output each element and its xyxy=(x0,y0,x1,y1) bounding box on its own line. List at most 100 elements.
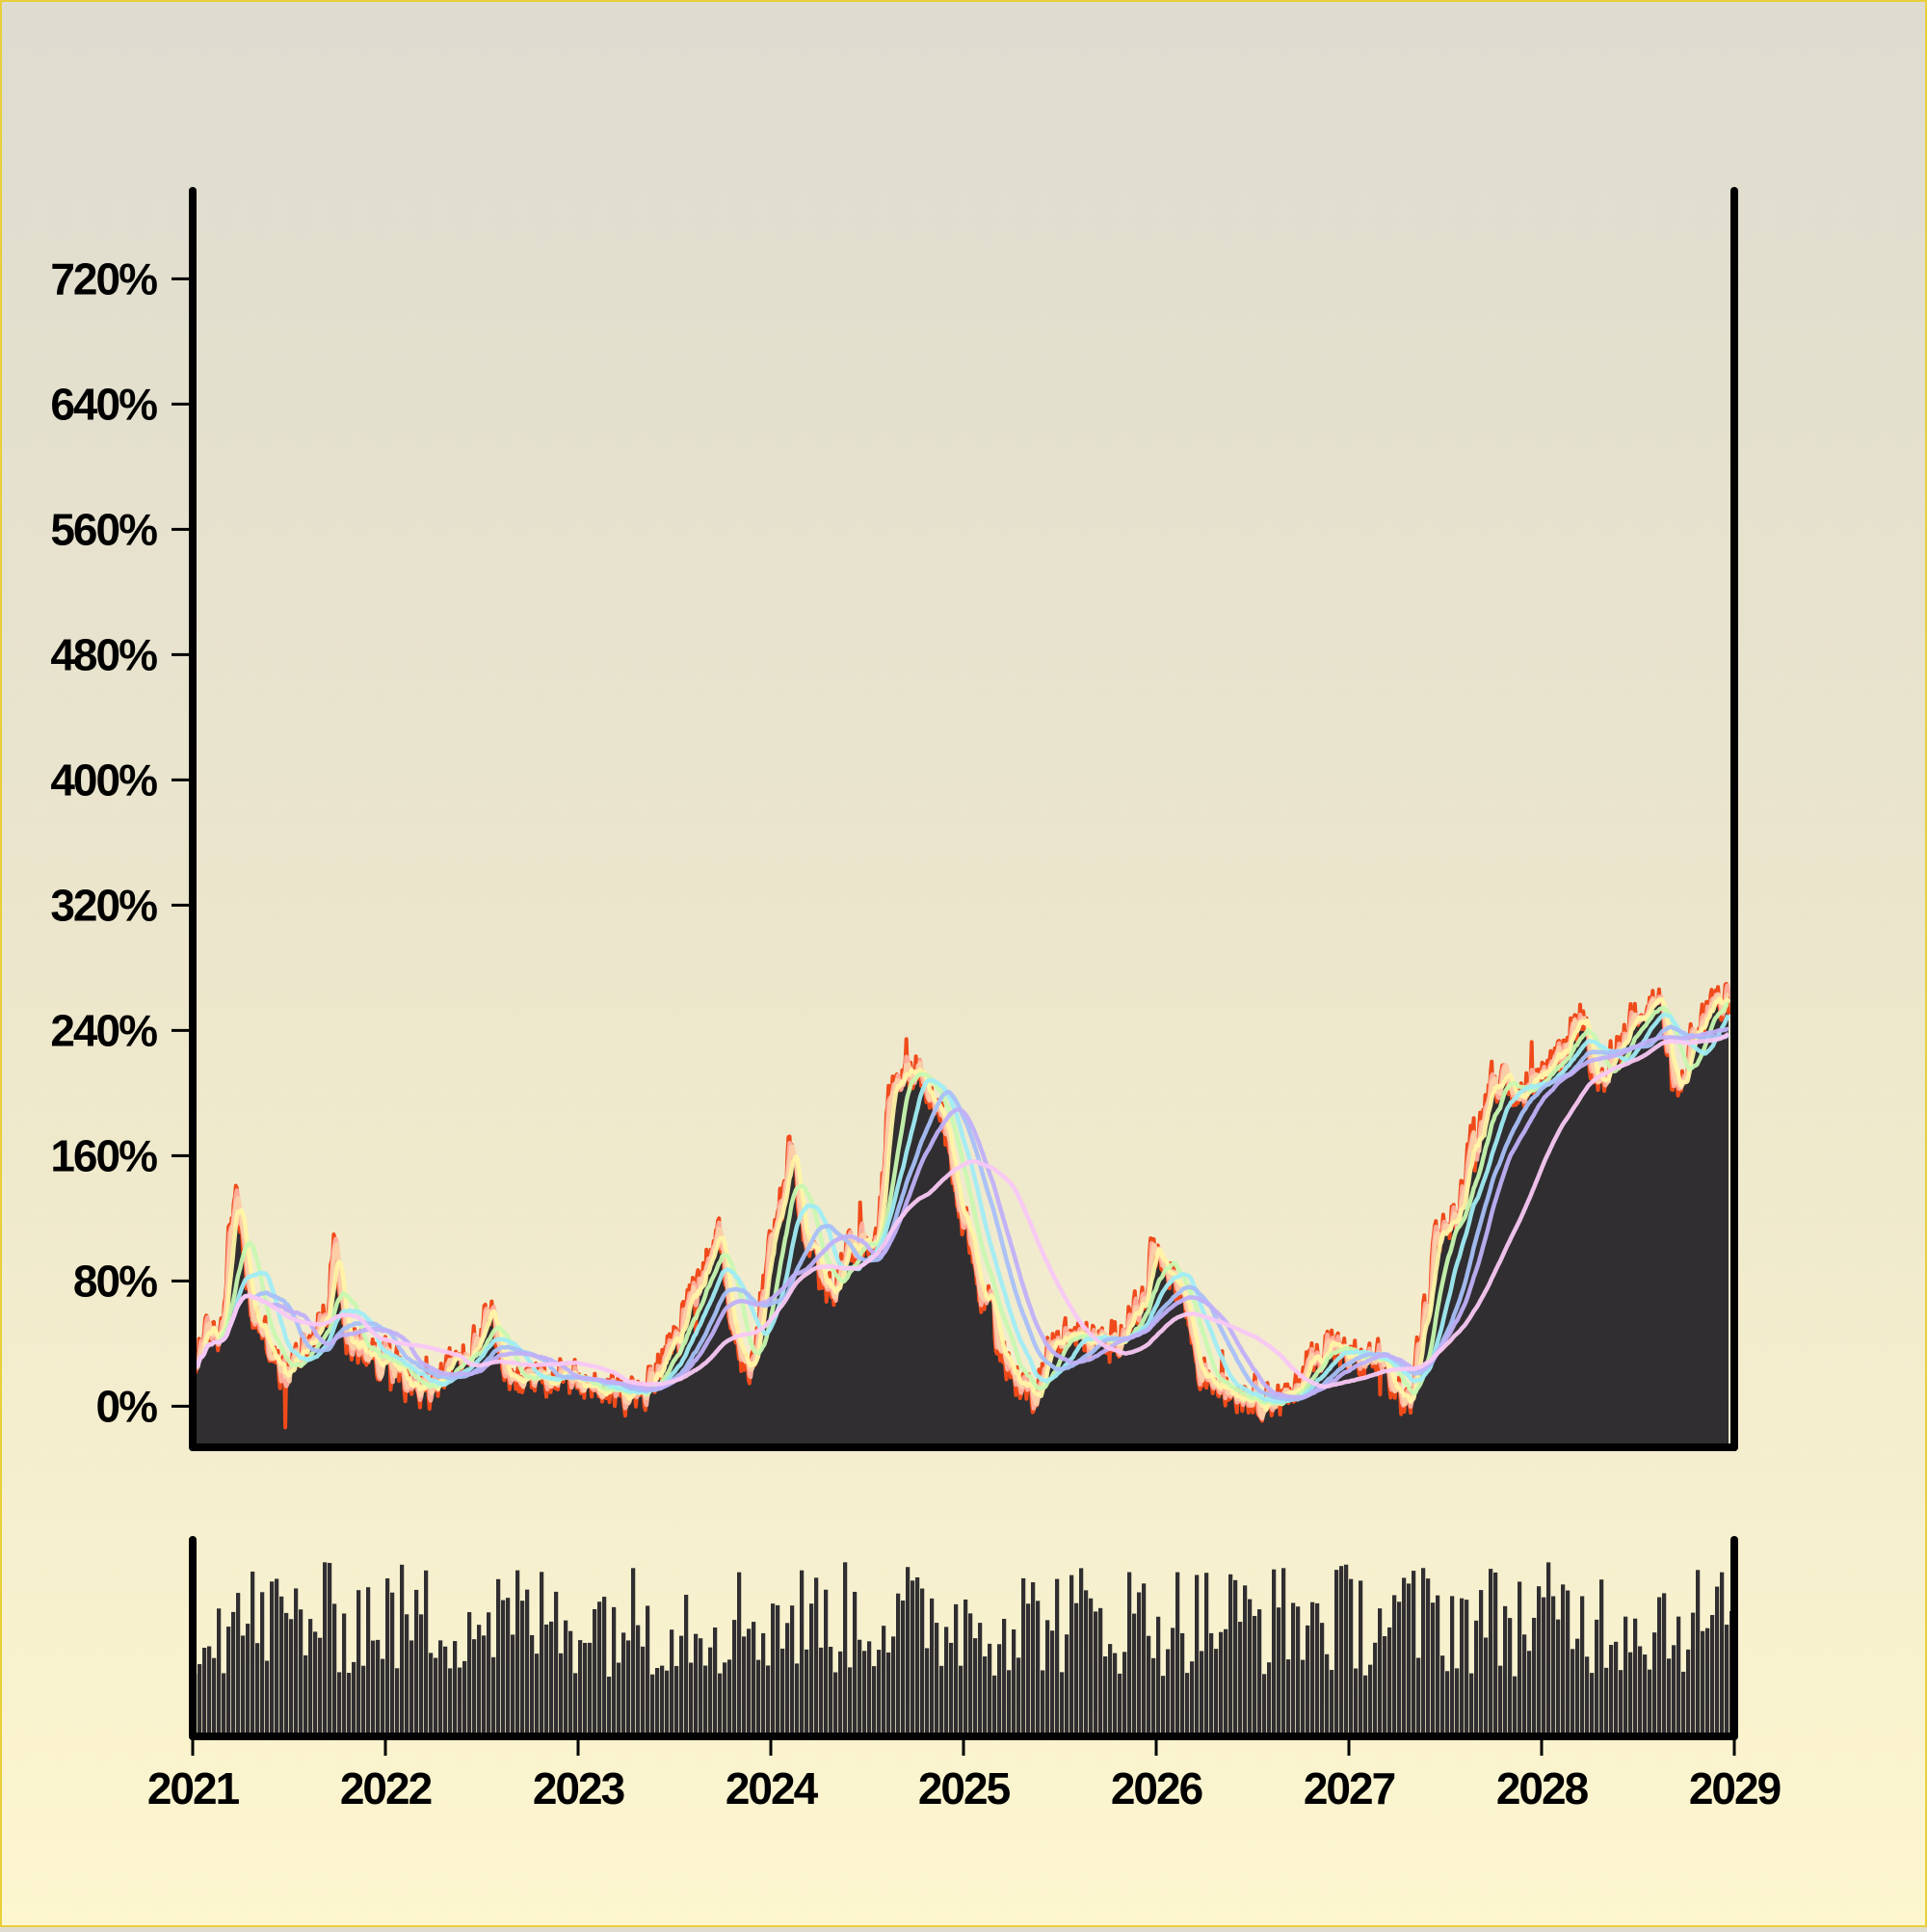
volume-bar xyxy=(819,1647,824,1734)
volume-bar xyxy=(482,1635,487,1734)
volume-bar xyxy=(1127,1572,1132,1734)
volume-bar xyxy=(347,1673,352,1734)
volume-bar xyxy=(1045,1620,1050,1734)
volume-bar xyxy=(1474,1620,1479,1734)
volume-bar xyxy=(1595,1619,1599,1734)
volume-bar xyxy=(1074,1602,1079,1734)
volume-bar xyxy=(785,1623,790,1734)
volume-bar xyxy=(241,1635,246,1734)
volume-bar xyxy=(1431,1602,1436,1734)
volume-bar xyxy=(405,1614,409,1734)
volume-bar xyxy=(1098,1607,1103,1734)
volume-bar xyxy=(390,1592,395,1734)
volume-bar xyxy=(1132,1613,1137,1734)
volume-bar xyxy=(1175,1572,1180,1734)
volume-bar xyxy=(323,1562,328,1734)
volume-bar xyxy=(520,1601,525,1734)
volume-bar xyxy=(636,1625,641,1734)
volume-bar xyxy=(544,1624,549,1734)
x-tick-label: 2021 xyxy=(147,1763,240,1813)
volume-bar xyxy=(1060,1672,1065,1734)
volume-bar xyxy=(1007,1670,1012,1734)
y-tick-label: 480% xyxy=(50,629,157,679)
volume-bar xyxy=(1306,1625,1310,1734)
volume-bar xyxy=(356,1590,361,1734)
y-tick-label: 80% xyxy=(73,1256,157,1306)
volume-bar xyxy=(891,1636,896,1734)
volume-bar xyxy=(1715,1586,1720,1734)
volume-bar xyxy=(1325,1654,1330,1734)
volume-bar xyxy=(289,1619,294,1734)
volume-bar xyxy=(1113,1653,1118,1734)
volume-bar xyxy=(1224,1628,1228,1734)
volume-bar xyxy=(1580,1596,1585,1734)
volume-bar xyxy=(1281,1568,1286,1734)
volume-bar xyxy=(1108,1644,1113,1734)
volume-bar xyxy=(1118,1673,1122,1734)
volume-bar xyxy=(419,1614,424,1734)
volume-bar xyxy=(597,1601,602,1734)
volume-bar xyxy=(1055,1578,1060,1734)
volume-bar xyxy=(626,1640,631,1734)
volume-bar xyxy=(1657,1597,1662,1734)
volume-bar xyxy=(824,1589,829,1734)
volume-bar xyxy=(684,1595,689,1734)
volume-bar xyxy=(877,1650,882,1734)
volume-bar xyxy=(1286,1659,1291,1734)
volume-bar xyxy=(342,1613,347,1734)
volume-bar xyxy=(1440,1655,1445,1734)
volume-bar xyxy=(761,1632,766,1734)
volume-bars xyxy=(193,1562,1734,1734)
volume-bar xyxy=(944,1627,949,1734)
volume-bar xyxy=(525,1589,530,1734)
volume-bar xyxy=(1725,1625,1729,1734)
volume-bar xyxy=(1691,1612,1696,1734)
volume-bar xyxy=(448,1668,453,1734)
volume-bar xyxy=(1387,1627,1392,1734)
volume-bar xyxy=(1638,1646,1643,1734)
volume-bar xyxy=(501,1600,506,1734)
volume-bar xyxy=(612,1606,617,1734)
volume-bar xyxy=(756,1659,761,1734)
volume-bar xyxy=(1705,1628,1710,1734)
volume-bar xyxy=(1619,1670,1623,1734)
volume-bar xyxy=(1542,1597,1546,1734)
volume-bar xyxy=(453,1641,458,1734)
volume-bar xyxy=(1036,1601,1041,1734)
volume-bar xyxy=(920,1588,925,1734)
y-tick-label: 640% xyxy=(50,379,157,429)
volume-bar xyxy=(1518,1581,1522,1734)
volume-bar xyxy=(1561,1584,1566,1734)
volume-bar xyxy=(1720,1572,1725,1734)
volume-bar xyxy=(1190,1661,1195,1734)
volume-bar xyxy=(646,1605,650,1734)
volume-bar xyxy=(679,1635,684,1734)
y-tick-label: 400% xyxy=(50,754,157,805)
y-tick-label: 240% xyxy=(50,1005,157,1055)
volume-bar xyxy=(886,1652,891,1734)
volume-bar xyxy=(607,1676,612,1734)
moving-average-line xyxy=(193,996,1731,1413)
volume-bar xyxy=(1272,1569,1277,1734)
volume-bar xyxy=(1094,1611,1098,1734)
volume-bar xyxy=(1571,1649,1575,1734)
volume-bar xyxy=(1228,1574,1233,1734)
volume-bar xyxy=(1513,1676,1518,1734)
volume-bar xyxy=(732,1620,737,1734)
volume-bar xyxy=(1508,1618,1513,1734)
volume-bar xyxy=(1315,1602,1320,1734)
volume-bar xyxy=(1291,1602,1296,1734)
volume-bar xyxy=(617,1662,621,1734)
volume-bar xyxy=(506,1598,511,1734)
x-tick-label: 2022 xyxy=(340,1763,432,1813)
volume-bar xyxy=(708,1647,713,1734)
volume-bar xyxy=(848,1667,853,1734)
volume-bar xyxy=(1147,1635,1151,1734)
volume-bar xyxy=(255,1643,260,1734)
x-tick-label: 2029 xyxy=(1689,1763,1781,1813)
volume-bar xyxy=(1667,1658,1672,1734)
volume-bar xyxy=(1363,1675,1368,1734)
volume-bar xyxy=(858,1639,862,1734)
